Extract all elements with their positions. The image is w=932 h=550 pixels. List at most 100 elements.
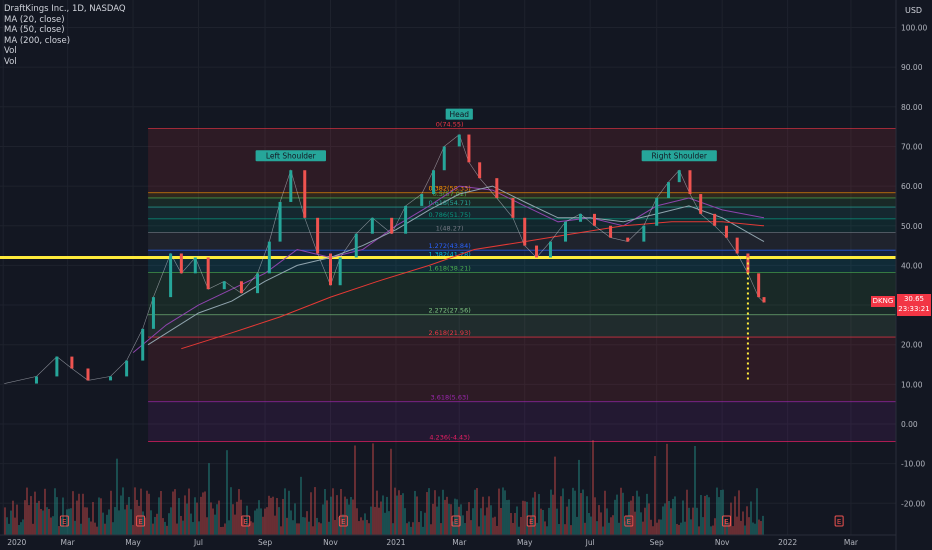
- volume-bar: [246, 505, 248, 535]
- volume-bar: [470, 520, 472, 535]
- price-candle: [141, 328, 145, 361]
- fib-label: 4.236(-4.43): [429, 434, 470, 442]
- price-candle: [548, 241, 552, 258]
- volume-bar: [388, 511, 390, 535]
- volume-bar: [232, 504, 234, 535]
- price-candle: [699, 194, 703, 214]
- indicator-vol-2[interactable]: Vol: [4, 56, 17, 67]
- volume-bar: [192, 522, 194, 535]
- indicator-ma200[interactable]: MA (200, close): [4, 35, 71, 46]
- volume-bar: [212, 508, 214, 535]
- volume-bar: [316, 517, 318, 535]
- volume-bar: [34, 491, 36, 535]
- price-candle: [523, 217, 527, 246]
- volume-bar: [516, 506, 518, 535]
- volume-bar: [478, 526, 480, 535]
- y-tick-label: 100.00: [901, 24, 927, 33]
- price-candle: [724, 225, 728, 238]
- volume-bar: [108, 509, 110, 535]
- y-tick-label: 0.00: [901, 420, 918, 429]
- volume-bar: [500, 507, 502, 535]
- volume-bar: [32, 523, 34, 535]
- volume-bar: [90, 521, 92, 535]
- volume-bar: [334, 519, 336, 535]
- volume-bar: [272, 496, 274, 535]
- volume-bar: [444, 499, 446, 535]
- volume-bar: [42, 510, 44, 535]
- volume-bar: [74, 520, 76, 535]
- pattern-annotation-label: Right Shoulder: [651, 152, 707, 161]
- volume-bar: [402, 493, 404, 535]
- volume-bar: [608, 522, 610, 535]
- volume-bar: [310, 492, 312, 535]
- volume-bar: [198, 521, 200, 535]
- volume-bar: [684, 521, 686, 535]
- price-candle: [206, 257, 210, 290]
- volume-bar: [568, 499, 570, 535]
- volume-bar: [8, 523, 10, 535]
- volume-bar: [250, 521, 252, 535]
- price-candle: [289, 170, 293, 202]
- volume-bar: [40, 508, 42, 535]
- volume-bar: [614, 499, 616, 535]
- price-candle: [667, 182, 671, 198]
- volume-bar: [638, 496, 640, 535]
- volume-bar: [592, 440, 594, 535]
- volume-bar: [178, 498, 180, 535]
- price-candle: [256, 273, 260, 294]
- volume-bar: [72, 491, 74, 535]
- volume-bar: [542, 509, 544, 535]
- volume-bar: [620, 487, 622, 535]
- indicator-ma20[interactable]: MA (20, close): [4, 14, 65, 25]
- volume-bar: [314, 487, 316, 535]
- volume-bar: [298, 523, 300, 535]
- earnings-marker: [59, 515, 69, 527]
- price-candle: [370, 217, 374, 234]
- earnings-marker-label: E: [837, 518, 841, 526]
- volume-bar: [186, 503, 188, 535]
- volume-bar: [756, 488, 758, 535]
- volume-bar: [474, 489, 476, 535]
- volume-bar: [744, 525, 746, 535]
- volume-bar: [354, 445, 356, 535]
- fib-band: [148, 250, 897, 259]
- volume-bar: [724, 519, 726, 535]
- volume-bar: [666, 443, 668, 535]
- volume-bar: [420, 511, 422, 535]
- volume-bar: [338, 517, 340, 535]
- volume-bar: [560, 496, 562, 535]
- indicator-ma50[interactable]: MA (50, close): [4, 25, 65, 35]
- earnings-marker-label: E: [244, 518, 248, 526]
- volume-bar: [674, 496, 676, 535]
- volume-bar: [184, 495, 186, 535]
- volume-bar: [422, 526, 424, 535]
- volume-bar: [676, 523, 678, 535]
- volume-bar: [466, 510, 468, 535]
- earnings-marker-label: E: [724, 518, 728, 526]
- volume-bar: [658, 519, 660, 535]
- volume-bar: [762, 515, 764, 535]
- volume-bar: [748, 517, 750, 535]
- volume-bar: [586, 496, 588, 535]
- volume-bar: [460, 504, 462, 535]
- volume-bar: [468, 502, 470, 535]
- volume-bar: [722, 489, 724, 535]
- volume-bar: [382, 495, 384, 535]
- volume-bar: [484, 515, 486, 535]
- volume-bar: [624, 521, 626, 535]
- indicator-vol-1[interactable]: Vol: [4, 46, 17, 56]
- volume-bar: [368, 523, 370, 535]
- volume-bar: [540, 508, 542, 535]
- volume-bar: [678, 524, 680, 535]
- volume-bar: [536, 522, 538, 535]
- volume-bar: [442, 489, 444, 535]
- volume-bar: [498, 488, 500, 535]
- x-tick-label: Nov: [715, 538, 730, 547]
- volume-bar: [558, 524, 560, 535]
- volume-bar: [494, 516, 496, 535]
- volume-bar: [244, 524, 246, 535]
- price-candle: [478, 162, 482, 179]
- volume-bar: [502, 487, 504, 535]
- volume-bar: [92, 502, 94, 535]
